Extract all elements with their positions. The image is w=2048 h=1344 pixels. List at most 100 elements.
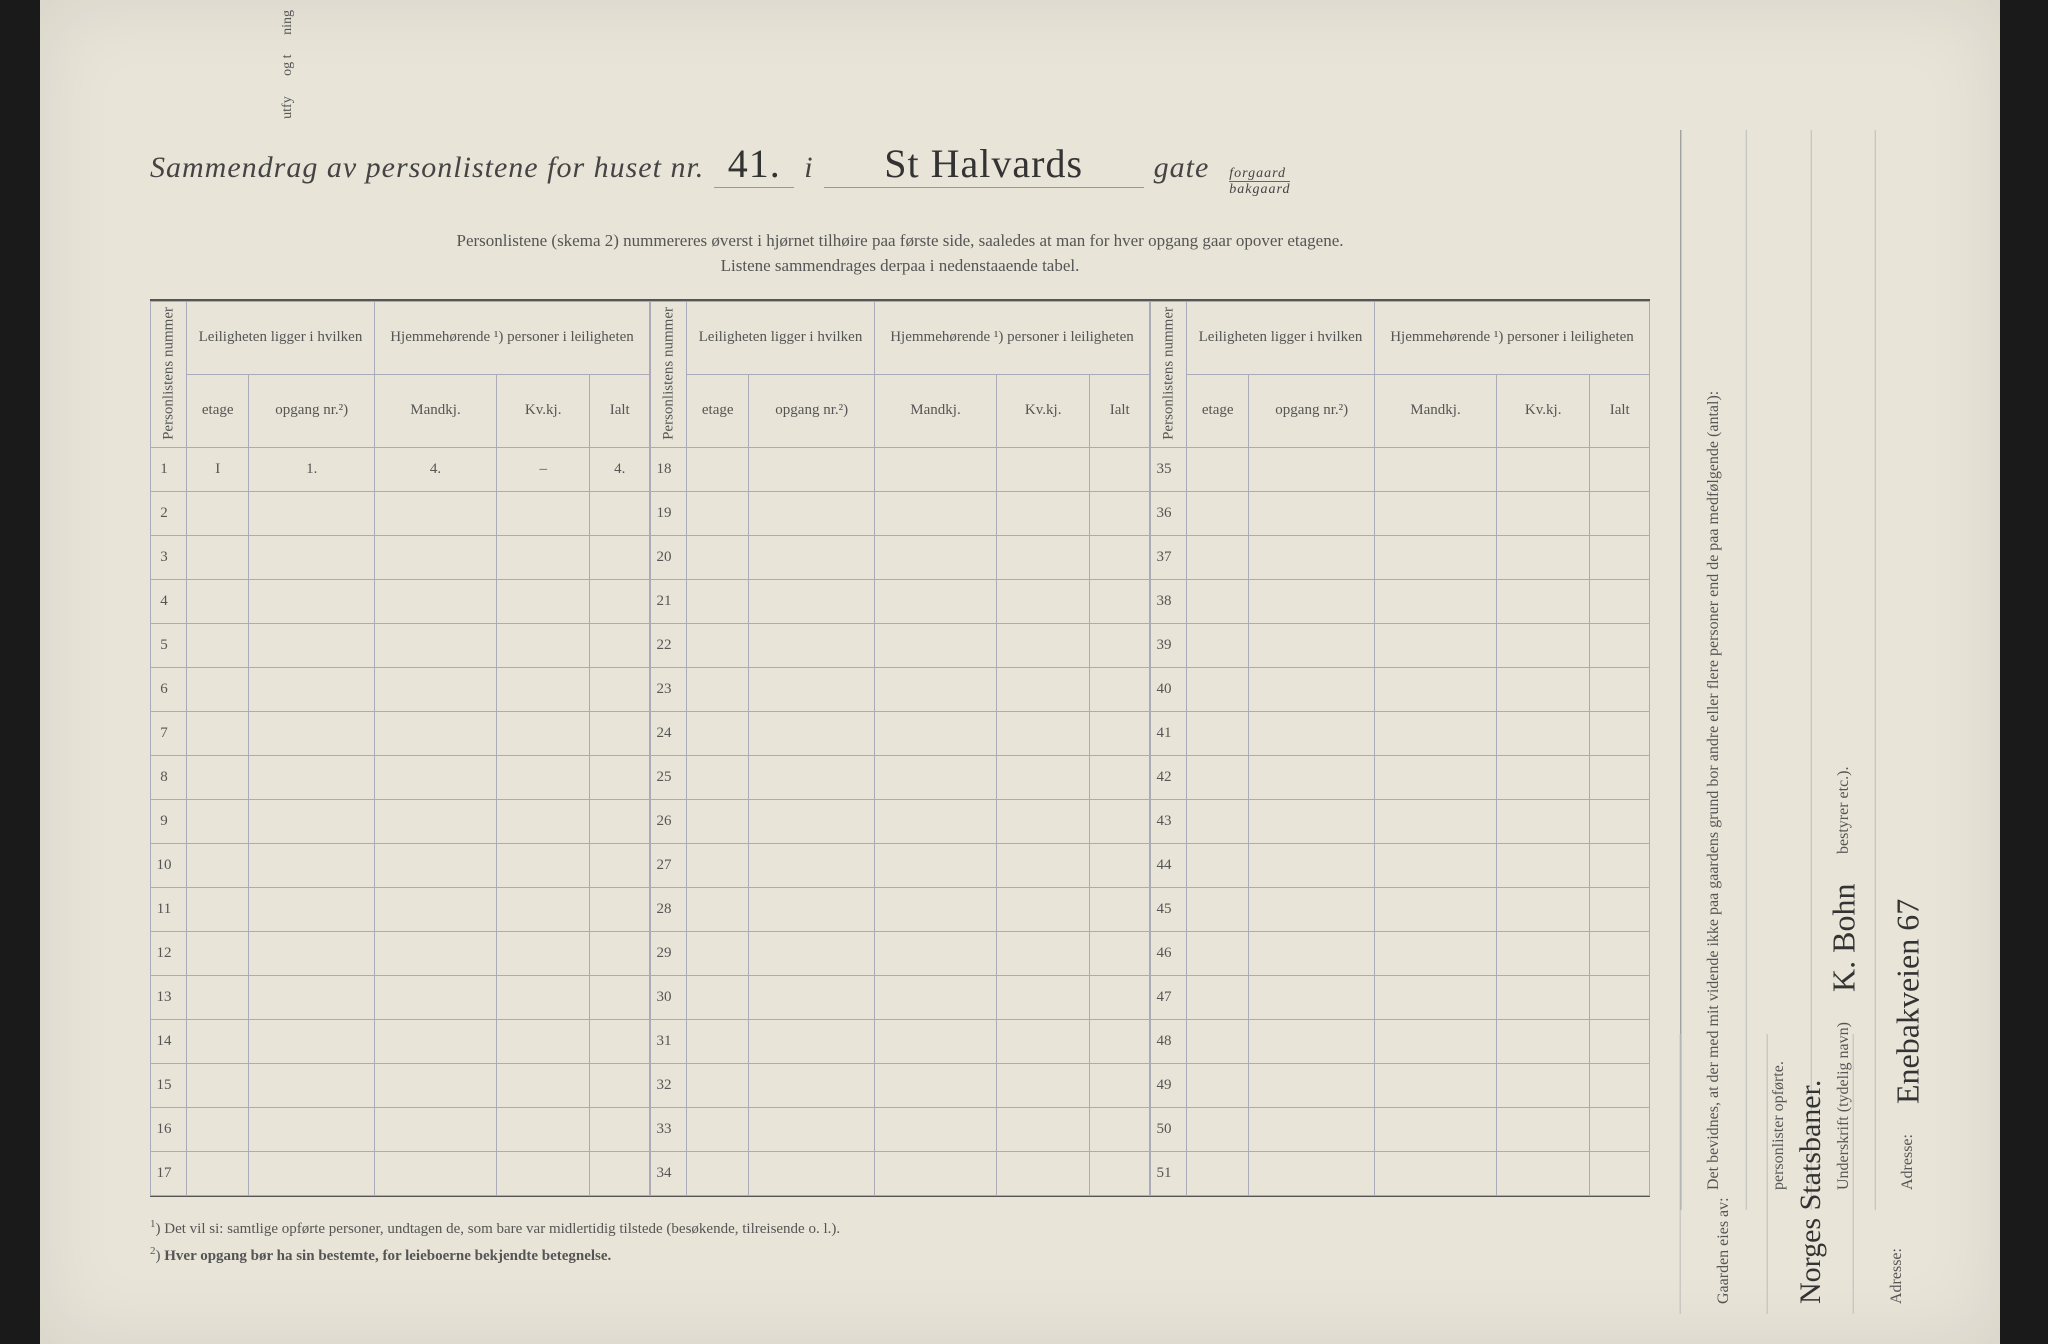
cell-mandkj (875, 887, 997, 931)
gate-fraction: forgaard bakgaard (1229, 166, 1290, 198)
cell-opgang (749, 887, 875, 931)
cell-etage (1187, 799, 1249, 843)
cell-kvkj (1496, 1107, 1589, 1151)
cell-kvkj (496, 843, 589, 887)
table-row: 12 (151, 931, 650, 975)
row-number: 50 (1151, 1107, 1187, 1151)
cell-etage (1187, 1151, 1249, 1195)
cell-etage (687, 667, 749, 711)
cell-etage (187, 667, 249, 711)
cell-opgang (749, 843, 875, 887)
cell-mandkj (875, 623, 997, 667)
cell-opgang (1249, 1019, 1375, 1063)
row-number: 10 (151, 843, 187, 887)
gaarden-col: Gaarden eies av: (1680, 1034, 1767, 1314)
table-row: 38 (1151, 579, 1650, 623)
cell-opgang (749, 799, 875, 843)
title-sep: i (804, 151, 813, 185)
table-header: Personlistens nummer Leiligheten ligger … (651, 301, 1150, 447)
cell-kvkj (496, 623, 589, 667)
col-hjemme: Hjemmehørende ¹) personer i leiligheten (1375, 301, 1650, 374)
table-section-3: Personlistens nummer Leiligheten ligger … (1150, 301, 1650, 1196)
table-row: 27 (651, 843, 1150, 887)
col-etage: etage (1187, 374, 1249, 447)
cell-mandkj (875, 491, 997, 535)
row-number: 27 (651, 843, 687, 887)
cell-mandkj (375, 1107, 497, 1151)
cell-kvkj (1496, 1063, 1589, 1107)
row-number: 24 (651, 711, 687, 755)
cell-opgang (249, 887, 375, 931)
table-row: 13 (151, 975, 650, 1019)
gaarden-value-col: Norges Statsbaner. (1767, 1034, 1854, 1314)
cell-mandkj (1375, 799, 1497, 843)
cell-kvkj (996, 843, 1089, 887)
cell-opgang (1249, 887, 1375, 931)
col-hjemme: Hjemmehørende ¹) personer i leiligheten (875, 301, 1150, 374)
row-number: 20 (651, 535, 687, 579)
cell-ialt (590, 799, 650, 843)
cell-mandkj (1375, 579, 1497, 623)
cell-etage (687, 623, 749, 667)
cell-mandkj (375, 799, 497, 843)
cell-opgang (749, 755, 875, 799)
col-etage: etage (187, 374, 249, 447)
col-personlistens: Personlistens nummer (651, 301, 687, 447)
cell-mandkj (1375, 931, 1497, 975)
cell-etage (187, 1063, 249, 1107)
table-row: 21 (651, 579, 1150, 623)
cell-mandkj (1375, 491, 1497, 535)
cell-opgang (249, 623, 375, 667)
cell-kvkj (996, 1107, 1089, 1151)
cell-kvkj (996, 491, 1089, 535)
col-personlistens: Personlistens nummer (151, 301, 187, 447)
col-mandkj: Mandkj. (875, 374, 997, 447)
bestyrer-text: bestyrer etc.). (1834, 766, 1852, 854)
cell-opgang (249, 711, 375, 755)
fragment: utfy (280, 96, 296, 119)
col-mandkj: Mandkj. (375, 374, 497, 447)
cell-mandkj (1375, 1063, 1497, 1107)
cell-mandkj (375, 1151, 497, 1195)
cell-opgang (249, 491, 375, 535)
row-number: 15 (151, 1063, 187, 1107)
cell-ialt (590, 1019, 650, 1063)
table-row: 26 (651, 799, 1150, 843)
table-section-1: Personlistens nummer Leiligheten ligger … (150, 301, 650, 1196)
cell-ialt (1590, 1063, 1650, 1107)
cell-etage (187, 579, 249, 623)
cell-mandkj (375, 843, 497, 887)
cell-kvkj (996, 755, 1089, 799)
cell-opgang (1249, 623, 1375, 667)
row-number: 23 (651, 667, 687, 711)
cell-kvkj (996, 447, 1089, 491)
cell-mandkj (375, 623, 497, 667)
cell-etage (187, 799, 249, 843)
cell-ialt (590, 1063, 650, 1107)
row-number: 38 (1151, 579, 1187, 623)
cell-kvkj (1496, 799, 1589, 843)
cell-kvkj (1496, 887, 1589, 931)
cell-opgang (249, 843, 375, 887)
row-number: 3 (151, 535, 187, 579)
table-section-2: Personlistens nummer Leiligheten ligger … (650, 301, 1150, 1196)
row-number: 32 (651, 1063, 687, 1107)
cell-opgang (1249, 579, 1375, 623)
cell-opgang (749, 711, 875, 755)
cell-mandkj (1375, 623, 1497, 667)
table-row: 49 (1151, 1063, 1650, 1107)
cell-kvkj (496, 799, 589, 843)
cell-mandkj (1375, 1019, 1497, 1063)
cell-mandkj (875, 755, 997, 799)
cell-kvkj (1496, 447, 1589, 491)
cell-ialt (1590, 447, 1650, 491)
cell-kvkj (1496, 711, 1589, 755)
underskrift-value: K. Bohn (1825, 884, 1862, 992)
table-row: 3 (151, 535, 650, 579)
row-number: 33 (651, 1107, 687, 1151)
cell-ialt (1090, 1151, 1150, 1195)
row-number: 47 (1151, 975, 1187, 1019)
cell-ialt (1090, 931, 1150, 975)
cell-mandkj (1375, 755, 1497, 799)
cell-opgang (1249, 491, 1375, 535)
